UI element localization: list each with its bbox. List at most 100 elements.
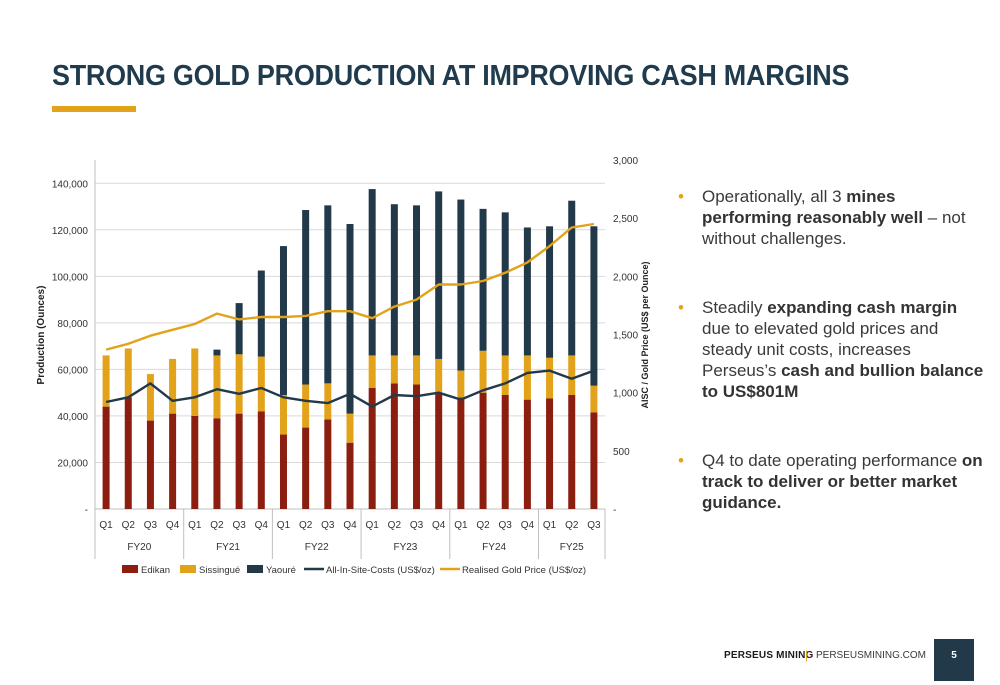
legend-label: Yaouré (266, 565, 296, 576)
x-tick-label: Q1 (366, 520, 380, 531)
bullet-dot-icon: • (678, 187, 684, 206)
bar-edikan (257, 411, 265, 509)
x-tick-label: Q4 (255, 520, 269, 531)
bar-edikan (546, 398, 554, 509)
y-tick-label: 140,000 (52, 179, 89, 190)
bar-edikan (501, 394, 509, 509)
bar-yaour (413, 205, 421, 356)
x-tick-label: Q2 (122, 520, 136, 531)
bar-sissingu (457, 370, 465, 398)
bullet-item: • Operationally, all 3 mines performing r… (678, 186, 988, 249)
gold-price-line (105, 222, 595, 351)
x-tick-label: Q1 (543, 520, 557, 531)
bullet-plain-text: Q4 to date operating performance (702, 451, 962, 470)
bar-edikan (390, 383, 398, 509)
bar-edikan (102, 406, 110, 509)
bar-yaour (568, 200, 576, 356)
x-tick-label: Q1 (188, 520, 202, 531)
bar-sissingu (102, 355, 110, 407)
bar-sissingu (257, 356, 265, 412)
bar-yaour (590, 226, 598, 386)
bar-sissingu (501, 355, 509, 395)
y-axis-title: Production (Ounces) (36, 286, 47, 385)
bar-yaour (213, 349, 221, 356)
x-tick-label: Q3 (232, 520, 246, 531)
bar-sissingu (235, 354, 243, 414)
bar-edikan (124, 397, 132, 509)
x-tick-label: Q2 (210, 520, 224, 531)
bar-edikan (279, 434, 287, 509)
bullet-plain-text: Steadily (702, 298, 768, 317)
x-tick-label: Q1 (277, 520, 291, 531)
bar-sissingu (435, 358, 443, 393)
bar-yaour (235, 303, 243, 355)
legend-label: Realised Gold Price (US$/oz) (462, 565, 586, 576)
x-tick-label: Q4 (432, 520, 446, 531)
x-group-label: FY20 (127, 542, 151, 553)
bar-edikan (568, 394, 576, 509)
y-tick-label: 60,000 (57, 365, 88, 376)
y-tick-label: 80,000 (57, 319, 88, 330)
bar-yaour (279, 246, 287, 395)
bar-edikan (302, 427, 310, 509)
y-tick-label: 40,000 (57, 412, 88, 423)
bar-edikan (479, 392, 487, 509)
y-tick-label: 120,000 (52, 226, 89, 237)
bar-edikan (457, 397, 465, 509)
y2-tick-label: 2,000 (613, 272, 638, 283)
bar-sissingu (169, 358, 177, 414)
bar-yaour (257, 270, 265, 357)
bar-sissingu (124, 348, 132, 398)
bar-yaour (546, 226, 554, 358)
x-tick-label: Q2 (299, 520, 313, 531)
x-group-label: FY22 (305, 542, 329, 553)
x-tick-label: Q3 (499, 520, 513, 531)
bullet-bold-text: expanding cash margin (767, 298, 958, 317)
bullet-item: • Steadily expanding cash margin due to e… (678, 297, 988, 402)
bar-edikan (169, 413, 177, 509)
bar-edikan (523, 399, 531, 509)
bullet-plain-text: due to elevated gold prices and steady u… (702, 319, 939, 380)
production-chart: - 20,000 40,000 60,000 80,000 100,000 120,000 1… (36, 156, 650, 576)
bar-edikan (368, 388, 376, 509)
bar-sissingu (302, 384, 310, 428)
bar-yaour (368, 189, 376, 356)
x-tick-label: Q4 (521, 520, 535, 531)
bar-sissingu (568, 355, 576, 395)
y-tick-label: 20,000 (57, 458, 88, 469)
bar-sissingu (413, 355, 421, 385)
bar-yaour (346, 223, 354, 414)
bar-sissingu (191, 348, 199, 416)
bar-yaour (501, 212, 509, 356)
x-tick-label: Q4 (166, 520, 180, 531)
bullet-plain-text: – not without challenges. (702, 208, 966, 248)
bar-edikan (191, 415, 199, 509)
bullet-dot-icon: • (678, 451, 684, 470)
bullet-bold-text: cash and bullion balance to US$801M (702, 361, 984, 401)
x-group-label: FY24 (482, 542, 506, 553)
y2-axis-title: AISC / Gold Price (US$ per Ounce) (640, 261, 650, 408)
x-group-label: FY21 (216, 542, 240, 553)
legend-swatch (247, 565, 263, 573)
bar-yaour (523, 227, 531, 356)
bar-sissingu (523, 355, 531, 400)
bar-edikan (213, 418, 221, 509)
y2-tick-label: 2,500 (613, 214, 638, 225)
bar-edikan (590, 412, 598, 509)
bar-edikan (435, 392, 443, 509)
bar-edikan (346, 442, 354, 509)
aisc-line (105, 369, 595, 408)
bar-sissingu (213, 355, 221, 419)
legend-label: Edikan (141, 565, 170, 576)
x-tick-label: Q3 (144, 520, 158, 531)
bar-sissingu (390, 355, 398, 384)
bar-sissingu (324, 383, 332, 420)
footer-url[interactable]: PERSEUSMINING.COM (816, 650, 927, 661)
bullet-bold-text: on track to deliver or better market gui… (702, 451, 983, 512)
bar-edikan (413, 384, 421, 509)
bullet-text: Steadily expanding cash margin due to el… (702, 298, 983, 401)
bullet-list: • Operationally, all 3 mines performing r… (678, 186, 988, 561)
y2-tick-label: 500 (613, 447, 630, 458)
bar-sissingu (590, 385, 598, 413)
x-tick-label: Q2 (476, 520, 490, 531)
